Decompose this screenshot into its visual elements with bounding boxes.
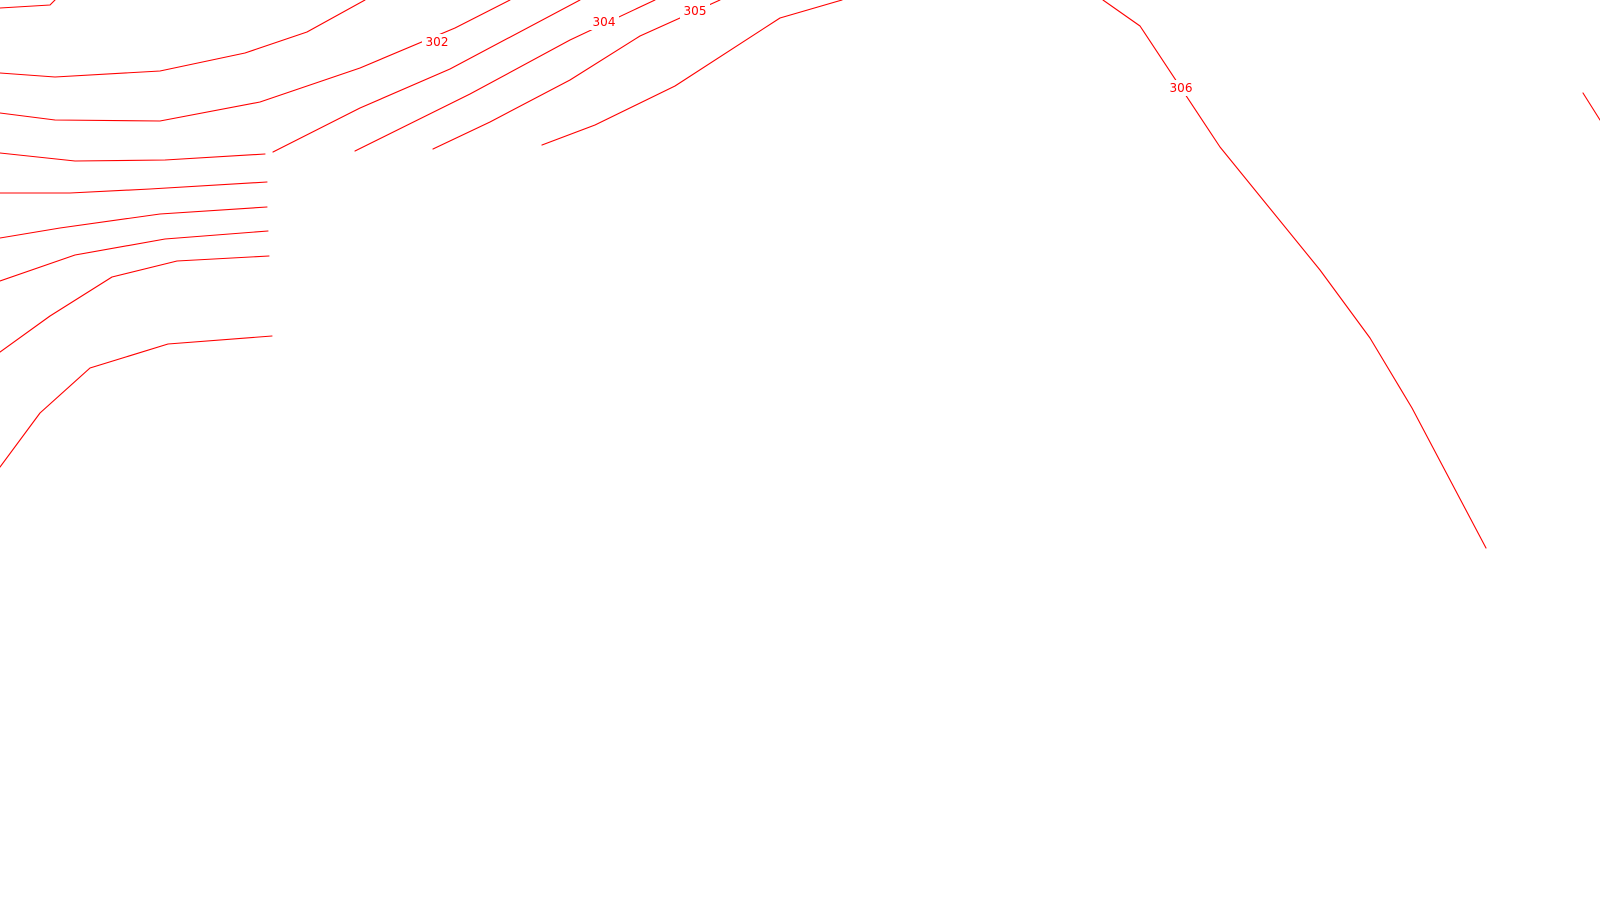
label-302: 302	[422, 34, 452, 50]
label-302-text: 302	[426, 35, 449, 49]
contour-labels: 302 304 305 306	[422, 3, 1196, 96]
label-306: 306	[1166, 80, 1196, 96]
label-304: 304	[589, 14, 619, 30]
contour-line-right-edge	[1582, 92, 1600, 121]
contour-line-305b	[541, 0, 843, 146]
contour-line-left-5	[0, 335, 273, 468]
contour-line-left-4	[0, 255, 270, 353]
contour-line-303b	[0, 152, 266, 162]
contour-line-304a	[272, 0, 581, 153]
label-302-mask	[422, 34, 452, 50]
contour-line-305	[432, 0, 721, 150]
contour-line-302	[0, 0, 366, 78]
contour-lines	[0, 0, 1600, 549]
label-304-text: 304	[593, 15, 616, 29]
contour-line-top-left-1	[0, 0, 56, 9]
label-305-mask	[680, 3, 710, 19]
label-304-mask	[589, 14, 619, 30]
contour-line-left-3	[0, 230, 269, 282]
contour-line-306	[1102, 0, 1487, 549]
label-305-text: 305	[684, 4, 707, 18]
contour-line-303	[0, 0, 511, 122]
label-305: 305	[680, 3, 710, 19]
contour-line-left-1	[0, 181, 268, 194]
label-306-mask	[1166, 80, 1196, 96]
label-306-text: 306	[1170, 81, 1193, 95]
contour-line-left-2	[0, 206, 268, 239]
